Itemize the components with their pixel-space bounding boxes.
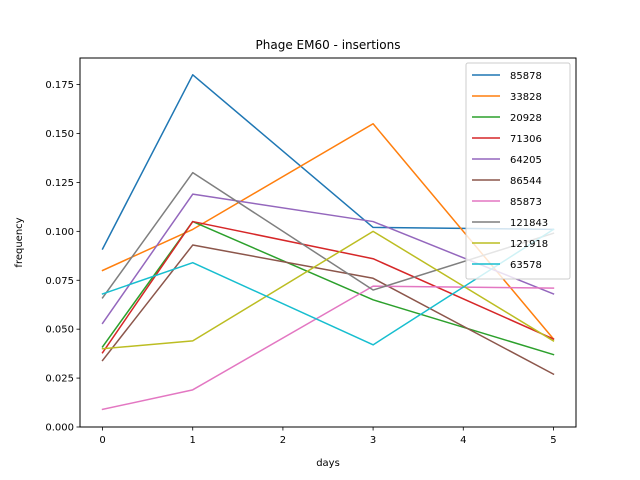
x-tick-label: 0 [99,435,105,446]
y-axis-title: frequency [14,217,25,267]
legend-label: 71306 [510,134,542,145]
legend-label: 121918 [510,239,548,250]
series-line-63578 [101,228,555,346]
legend-label: 64205 [510,155,542,166]
y-tick-label: 0.075 [45,276,74,287]
y-tick-label: 0.050 [45,325,74,336]
x-tick-label: 1 [190,435,196,446]
y-tick-label: 0.175 [45,80,74,91]
y-tick-label: 0.000 [45,423,74,434]
legend: 85878 33828 20928 71306 64205 86544 85873 12184… [465,62,571,280]
chart-title: Phage EM60 - insertions [256,38,401,52]
legend-label: 85878 [510,71,542,82]
series-line-33828 [101,122,555,341]
series-line-71306 [101,220,555,354]
y-tick-label: 0.125 [45,178,74,189]
legend-label: 85873 [510,197,542,208]
x-axis: 0 1 2 3 4 5 [99,427,557,446]
series-line-121918 [101,230,555,350]
legend-label: 121843 [510,218,548,229]
series-line-85878 [101,74,555,250]
series-line-64205 [101,193,555,325]
legend-label: 63578 [510,260,542,271]
legend-label: 20928 [510,113,542,124]
legend-label: 33828 [510,92,542,103]
series-line-20928 [101,220,555,356]
y-tick-label: 0.025 [45,374,74,385]
y-tick-label: 0.100 [45,227,74,238]
plot-border [79,57,577,428]
y-tick-label: 0.150 [45,129,74,140]
series-line-121843 [101,171,555,299]
series-line-86544 [101,244,555,376]
x-tick-label: 5 [550,435,556,446]
x-tick-label: 4 [460,435,466,446]
x-tick-label: 3 [370,435,376,446]
y-axis: 0.000 0.025 0.050 0.075 0.100 0.125 0.150 0.175 [45,80,80,434]
series-layer [101,74,555,411]
x-tick-label: 2 [280,435,286,446]
x-axis-title: days [316,458,340,469]
legend-label: 86544 [510,176,542,187]
